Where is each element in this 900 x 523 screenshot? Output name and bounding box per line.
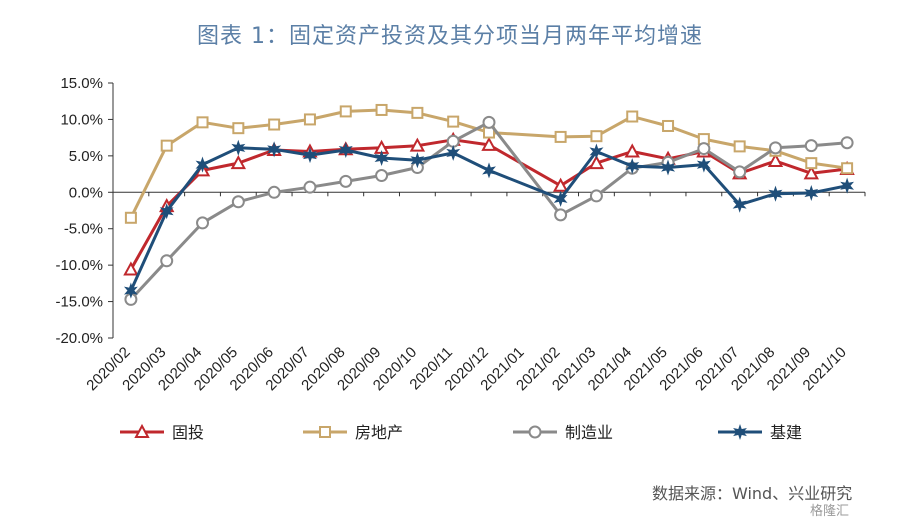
data-point-circle	[267, 185, 281, 199]
data-point-star	[267, 141, 282, 158]
data-point-square	[447, 115, 460, 128]
y-tick-label: -20.0%	[55, 330, 103, 347]
data-point-square	[841, 162, 854, 175]
watermark-logo: 格隆汇	[810, 504, 850, 519]
data-point-square	[160, 139, 173, 152]
data-point-triangle	[481, 136, 497, 151]
data-point-star	[159, 203, 174, 220]
data-point-star	[302, 147, 317, 164]
data-point-circle	[160, 254, 174, 268]
data-point-square	[319, 426, 331, 438]
data-point-star	[338, 141, 353, 159]
data-point-circle	[231, 195, 245, 209]
data-point-circle	[733, 165, 747, 179]
y-tick-label: -5.0%	[64, 221, 103, 238]
data-point-square	[268, 118, 281, 131]
data-point-star	[195, 156, 210, 173]
data-point-square	[554, 130, 567, 143]
data-point-star	[231, 139, 246, 156]
data-point-square	[662, 119, 675, 132]
data-point-triangle	[588, 155, 605, 170]
data-point-star	[804, 184, 819, 202]
data-point-triangle	[123, 261, 139, 276]
data-point-star	[410, 152, 425, 169]
data-point-triangle	[230, 155, 247, 170]
y-tick-label: 0.0%	[69, 184, 103, 201]
data-point-triangle	[624, 143, 640, 158]
y-tick-label: -10.0%	[55, 257, 103, 274]
legend-item-3: 制造业	[513, 423, 613, 442]
data-point-star	[374, 149, 389, 167]
source-note: 数据来源：Wind、兴业研究	[652, 484, 853, 503]
data-point-square	[733, 140, 746, 153]
data-point-square	[303, 113, 316, 126]
data-point-circle	[589, 189, 603, 203]
data-point-circle	[528, 425, 542, 439]
data-point-circle	[840, 136, 854, 150]
data-point-star	[661, 159, 676, 176]
data-point-star	[732, 196, 747, 213]
series-line	[129, 146, 848, 292]
legend-item-2: 房地产	[303, 423, 403, 442]
data-point-circle	[375, 169, 389, 183]
data-point-circle	[697, 142, 711, 156]
plot-area	[123, 103, 855, 306]
data-point-square	[196, 116, 209, 129]
data-point-triangle	[134, 423, 150, 438]
data-point-triangle	[552, 177, 569, 192]
data-point-star	[553, 190, 568, 207]
data-point-circle	[303, 180, 317, 194]
data-point-square	[411, 106, 424, 119]
legend-label: 房地产	[355, 423, 403, 442]
y-tick-label: 15.0%	[60, 75, 103, 92]
chart-title: 图表 1：固定资产投资及其分项当月两年平均增速	[197, 24, 703, 49]
data-point-square	[375, 103, 388, 116]
data-point-circle	[554, 208, 568, 222]
data-point-star	[840, 177, 855, 194]
y-tick-label: 5.0%	[69, 148, 103, 165]
data-point-star	[733, 423, 747, 441]
legend-label: 固投	[172, 423, 204, 442]
data-point-circle	[482, 115, 496, 129]
data-point-triangle	[767, 152, 784, 167]
data-point-square	[124, 211, 137, 224]
data-point-square	[805, 157, 818, 170]
legend-item-4: 基建	[718, 423, 802, 442]
series-2	[124, 103, 854, 224]
y-tick-label: 10.0%	[60, 111, 103, 128]
y-axis: 15.0% 10.0% 5.0% 0.0% -5.0% -10.0% -15.0% -20.0…	[55, 75, 114, 347]
data-point-triangle	[409, 137, 426, 152]
legend-label: 基建	[770, 423, 802, 442]
series-4	[123, 139, 855, 299]
data-point-square	[626, 110, 639, 123]
legend-item-1: 固投	[120, 423, 204, 442]
data-point-square	[590, 130, 603, 143]
data-point-circle	[339, 174, 353, 188]
data-point-square	[232, 122, 245, 135]
data-point-star	[625, 158, 640, 175]
data-point-star	[589, 143, 604, 160]
data-point-star	[482, 162, 496, 179]
data-point-star	[696, 156, 711, 173]
data-point-star	[123, 282, 138, 299]
data-point-star	[446, 144, 461, 161]
data-point-triangle	[803, 165, 819, 180]
data-point-star	[768, 185, 783, 202]
legend: 固投 房地产 制造业 基建	[120, 423, 802, 442]
data-point-circle	[768, 141, 782, 155]
data-point-circle	[196, 216, 210, 230]
y-tick-label: -15.0%	[55, 294, 103, 311]
data-point-square	[339, 105, 352, 118]
legend-label: 制造业	[565, 423, 613, 442]
data-point-circle	[804, 139, 818, 153]
